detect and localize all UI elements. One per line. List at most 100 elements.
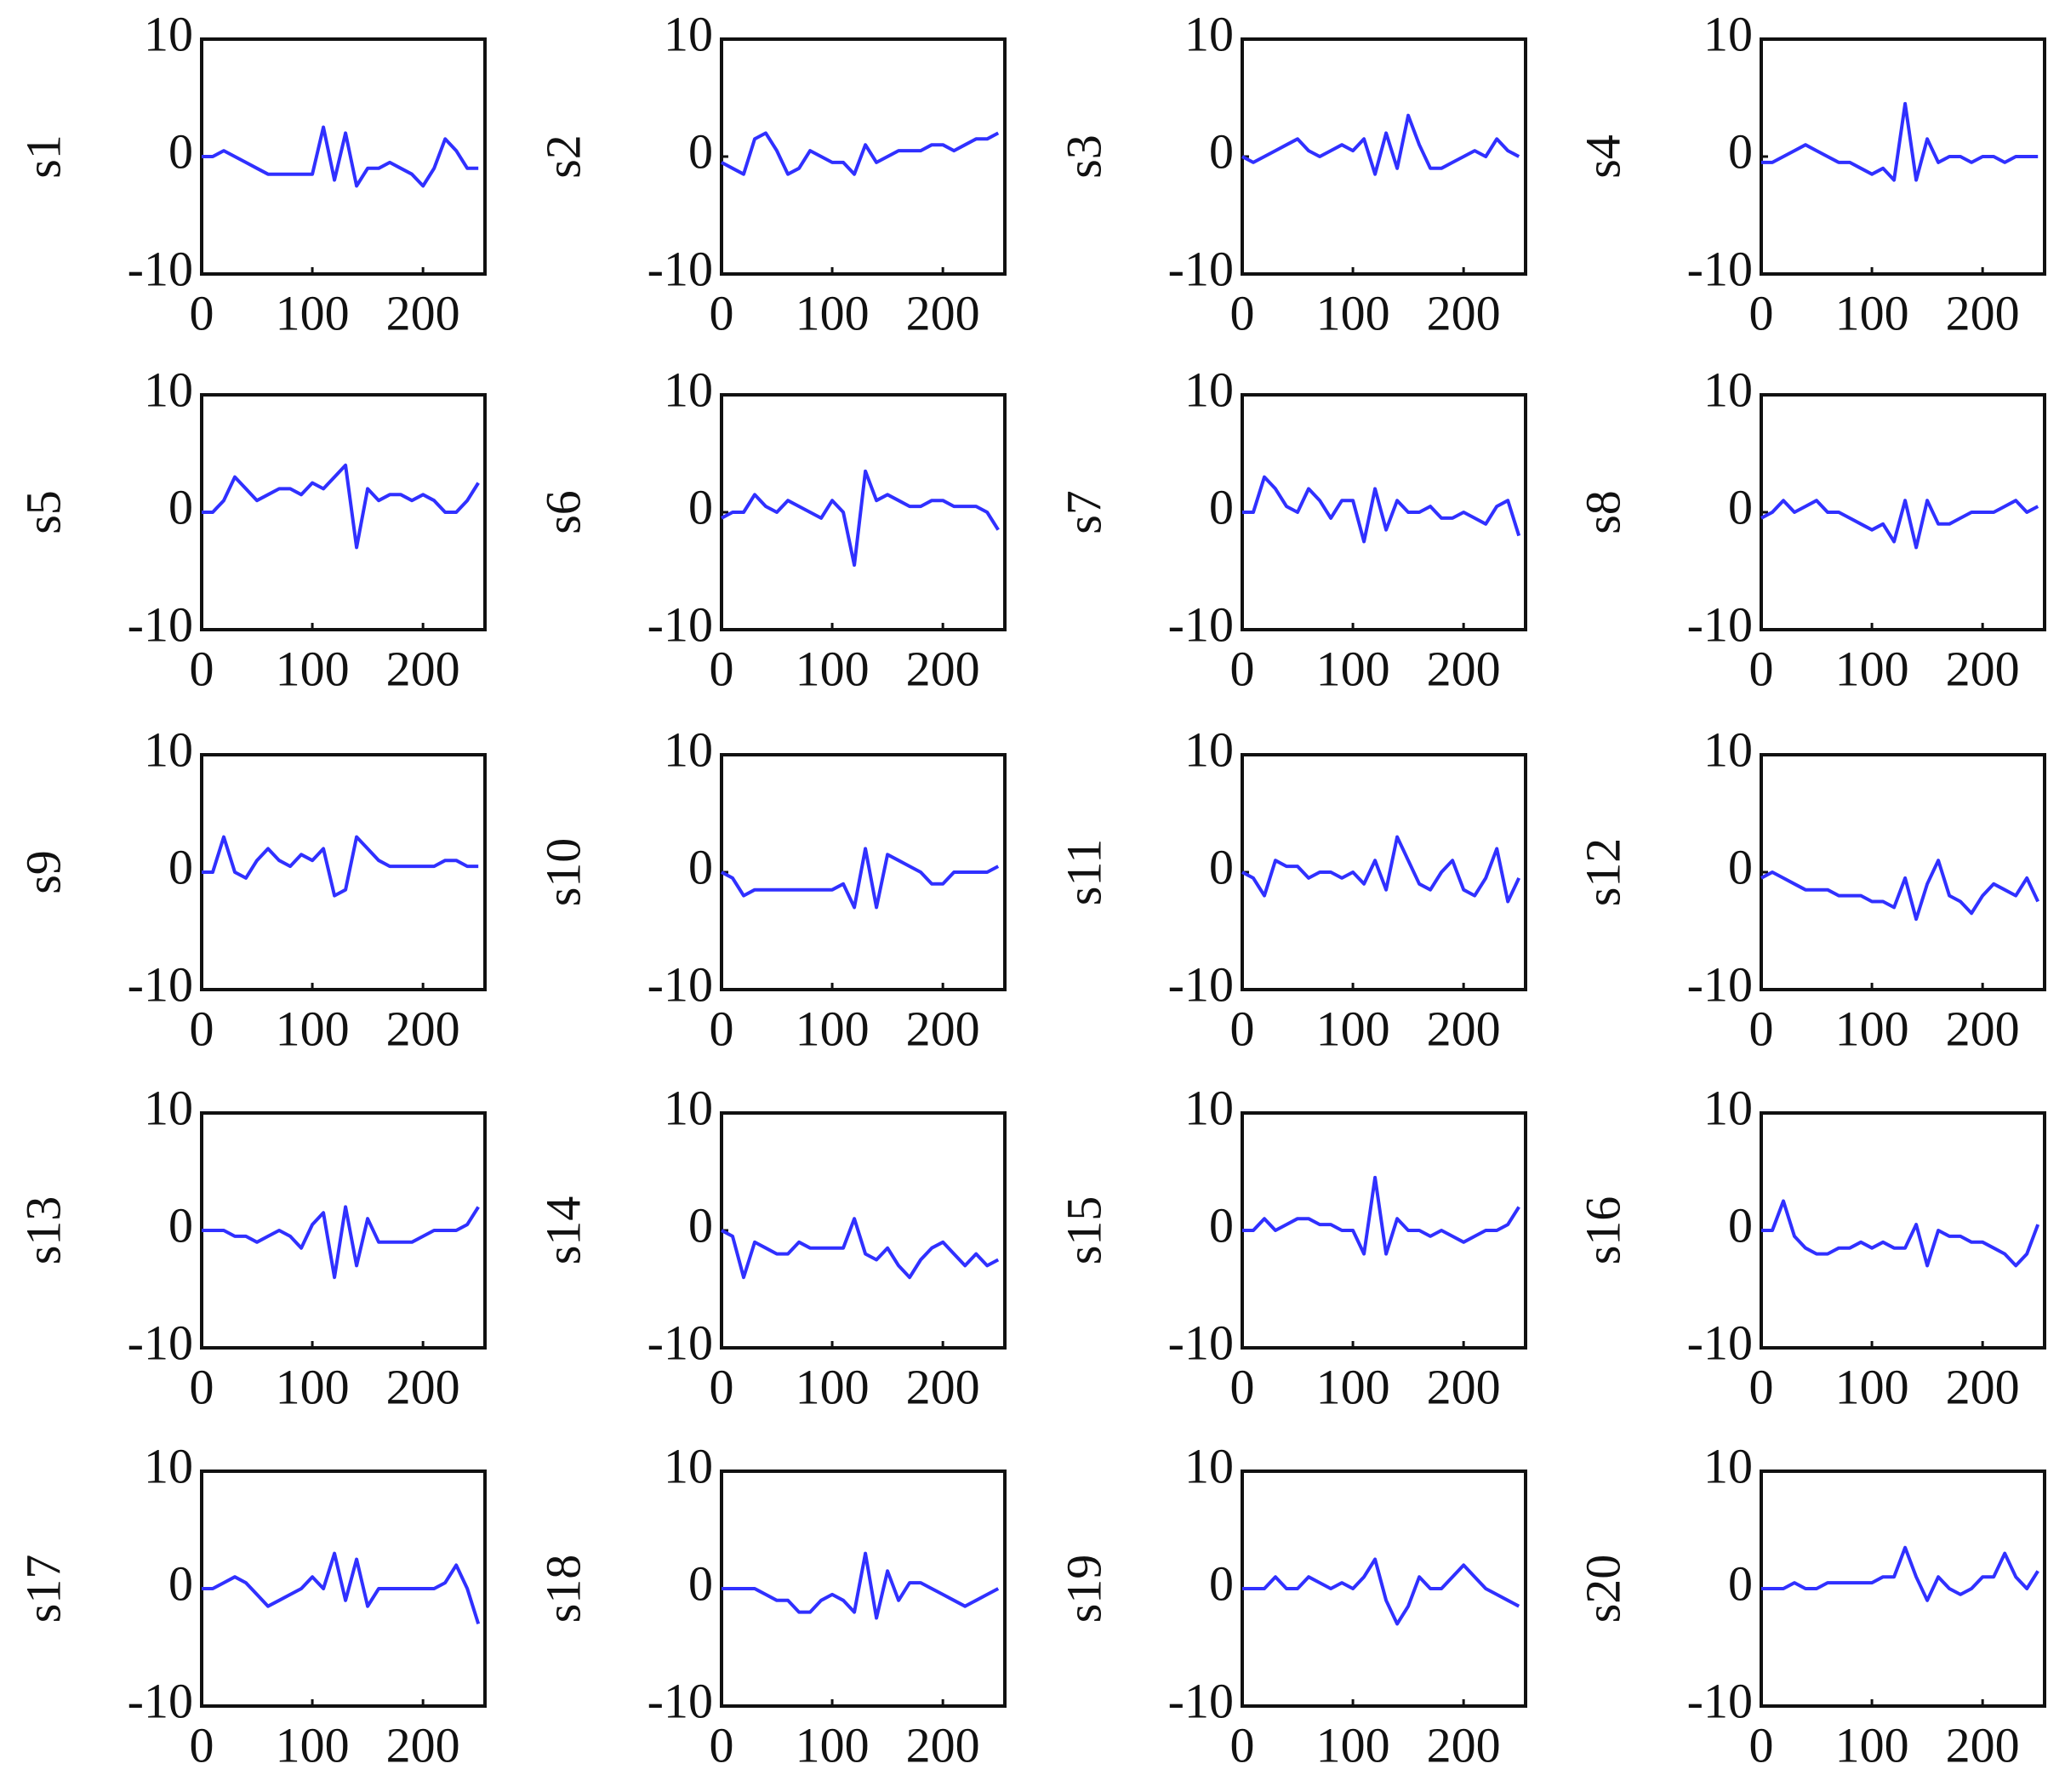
y-axis-label: s6 <box>535 490 590 534</box>
plot-frame <box>720 37 1007 276</box>
x-tick-label: 100 <box>1835 285 1909 340</box>
x-tick-label: 0 <box>710 285 734 340</box>
y-tick-label: -10 <box>647 956 713 1012</box>
x-tick-label: 200 <box>1427 285 1501 340</box>
x-tick-label: 0 <box>710 1001 734 1056</box>
x-tick-label: 0 <box>190 1001 214 1056</box>
x-tick-label: 0 <box>190 641 214 696</box>
x-tick-label: 200 <box>1427 1001 1501 1056</box>
x-tick-label: 200 <box>1427 1359 1501 1414</box>
y-axis-label: s18 <box>535 1555 590 1624</box>
y-tick-label: 0 <box>168 123 193 179</box>
y-axis-label: s19 <box>1056 1555 1111 1624</box>
y-axis-label: s4 <box>1575 134 1630 179</box>
y-tick-label: 0 <box>1728 479 1753 534</box>
y-axis-label: s16 <box>1575 1196 1630 1265</box>
y-tick-label: 10 <box>1703 6 1753 61</box>
x-tick-label: 100 <box>796 641 870 696</box>
y-axis-label: s1 <box>15 134 71 179</box>
x-tick-label: 200 <box>1946 1359 2020 1414</box>
x-tick-label: 0 <box>190 285 214 340</box>
y-tick-label: 10 <box>1184 362 1234 417</box>
x-tick-label: 100 <box>276 1717 350 1772</box>
y-tick-label: 10 <box>1703 362 1753 417</box>
x-tick-label: 100 <box>1316 285 1390 340</box>
signal-line <box>722 1551 1000 1620</box>
x-tick-label: 200 <box>386 1001 460 1056</box>
x-tick-label: 0 <box>710 641 734 696</box>
x-tick-label: 200 <box>1427 1717 1501 1772</box>
x-tick-label: 0 <box>1230 641 1255 696</box>
x-tick-label: 200 <box>386 641 460 696</box>
y-tick-label: 10 <box>144 722 193 777</box>
y-tick-label: 0 <box>1209 1555 1234 1611</box>
x-tick-label: 0 <box>190 1359 214 1414</box>
y-tick-label: 10 <box>144 6 193 61</box>
x-tick-label: 100 <box>796 1717 870 1772</box>
y-tick-label: -10 <box>1168 1315 1234 1370</box>
y-tick-label: -10 <box>647 241 713 296</box>
y-tick-label: -10 <box>1687 1315 1753 1370</box>
y-tick-label: -10 <box>647 1673 713 1728</box>
y-tick-label: 0 <box>688 1555 713 1611</box>
x-tick-label: 100 <box>1316 641 1390 696</box>
y-tick-label: 10 <box>664 722 713 777</box>
y-tick-label: 10 <box>1184 6 1234 61</box>
y-tick-label: 0 <box>1209 123 1234 179</box>
y-tick-label: 10 <box>144 1438 193 1493</box>
y-axis-label: s15 <box>1056 1196 1111 1265</box>
y-tick-label: 10 <box>144 362 193 417</box>
y-tick-label: 10 <box>664 1438 713 1493</box>
x-tick-label: 200 <box>386 1717 460 1772</box>
signal-line <box>721 847 1000 910</box>
y-tick-label: 0 <box>168 1555 193 1611</box>
signal-line <box>721 131 1000 176</box>
plot-frame <box>720 1111 1007 1350</box>
y-tick-label: 0 <box>688 839 713 894</box>
signal-line <box>1242 475 1521 544</box>
signal-line <box>202 1551 481 1624</box>
x-tick-label: 100 <box>1316 1717 1390 1772</box>
y-tick-label: 10 <box>664 1080 713 1135</box>
x-tick-label: 100 <box>276 285 350 340</box>
x-tick-label: 200 <box>1427 641 1501 696</box>
plot-frame <box>200 753 487 991</box>
signal-line <box>1242 1175 1520 1256</box>
x-tick-label: 100 <box>1835 1001 1909 1056</box>
y-tick-label: 0 <box>1728 1555 1753 1611</box>
x-tick-label: 100 <box>1835 1359 1909 1414</box>
y-tick-label: -10 <box>1687 956 1753 1012</box>
x-tick-label: 0 <box>710 1717 734 1772</box>
y-tick-label: 10 <box>144 1080 193 1135</box>
plot-frame <box>1760 1111 2046 1350</box>
x-tick-label: 100 <box>796 1001 870 1056</box>
signal-line <box>1761 1199 2040 1268</box>
y-axis-label: s2 <box>535 134 590 179</box>
y-axis-label: s11 <box>1056 839 1111 905</box>
y-tick-label: -10 <box>128 1315 193 1370</box>
plot-frame <box>1241 753 1527 991</box>
x-tick-label: 100 <box>1835 1717 1909 1772</box>
plot-frame <box>1760 37 2046 276</box>
signal-line <box>1242 1557 1520 1626</box>
plot-frame <box>720 1470 1007 1708</box>
x-tick-label: 200 <box>906 1717 980 1772</box>
x-tick-label: 200 <box>1946 285 2020 340</box>
y-tick-label: 0 <box>1728 123 1753 179</box>
y-tick-label: -10 <box>128 956 193 1012</box>
y-tick-label: -10 <box>1168 1673 1234 1728</box>
y-tick-label: 10 <box>664 6 713 61</box>
signal-line <box>202 835 479 898</box>
y-axis-label: s10 <box>535 838 590 907</box>
y-tick-label: 0 <box>1209 1197 1234 1253</box>
y-tick-label: -10 <box>1168 956 1234 1012</box>
